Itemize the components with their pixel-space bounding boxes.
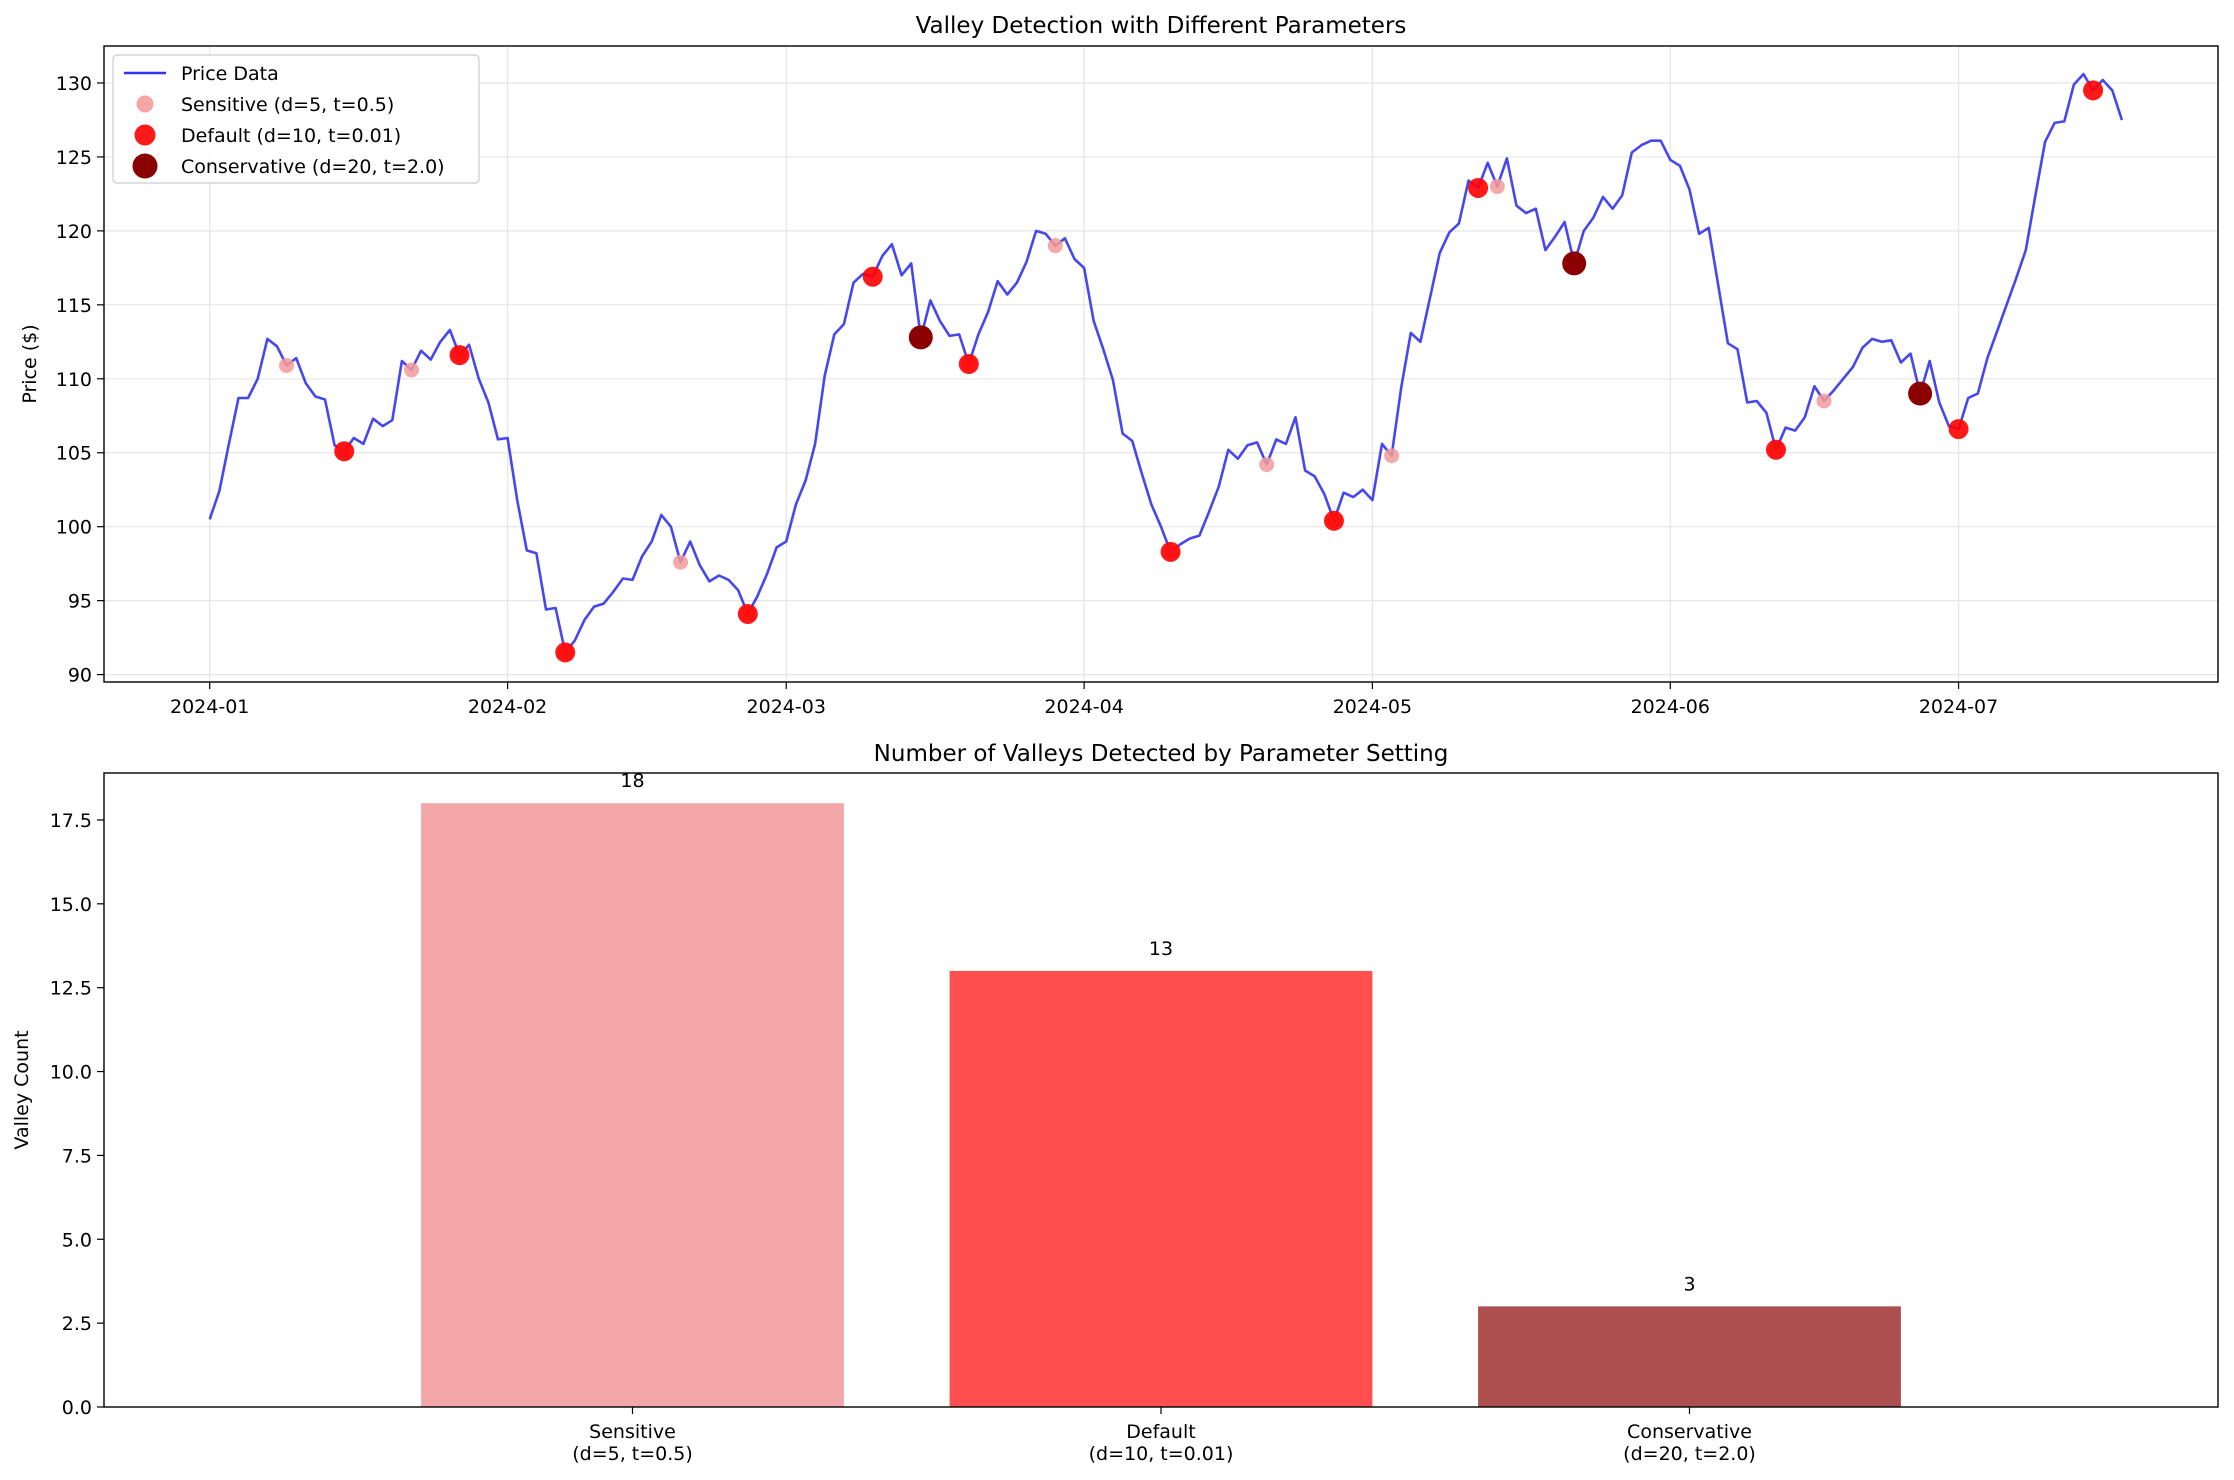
x-tick-label: Conservative bbox=[1627, 1421, 1752, 1443]
legend-label-conservative: Conservative (d=20, t=2.0) bbox=[181, 156, 445, 178]
valley-marker-default bbox=[2083, 80, 2104, 101]
y-tick-label: 110 bbox=[56, 369, 92, 391]
price-chart-y-ticks: 90 95 100 105 110 115 120 125 130 bbox=[56, 73, 104, 687]
y-tick-label: 105 bbox=[56, 443, 92, 465]
price-data-line bbox=[208, 72, 2124, 654]
valley-marker-sensitive bbox=[1816, 393, 1832, 409]
valley-marker-default bbox=[1160, 541, 1181, 562]
valley-marker-default bbox=[334, 441, 355, 462]
valley-marker-sensitive bbox=[673, 554, 689, 570]
valley-marker-conservative bbox=[1908, 381, 1933, 406]
valley-markers bbox=[279, 80, 2104, 663]
legend-label-price-data: Price Data bbox=[181, 63, 279, 85]
y-tick-label: 2.5 bbox=[62, 1313, 92, 1335]
legend-marker-default bbox=[134, 124, 156, 146]
valley-marker-default bbox=[1948, 419, 1969, 440]
valley-marker-sensitive bbox=[279, 357, 295, 373]
legend-label-sensitive: Sensitive (d=5, t=0.5) bbox=[181, 94, 394, 116]
valley-marker-sensitive bbox=[403, 362, 419, 378]
legend-item-sensitive: Sensitive (d=5, t=0.5) bbox=[136, 94, 394, 116]
x-tick-label: 2024-05 bbox=[1333, 696, 1412, 718]
legend-marker-sensitive bbox=[136, 95, 154, 113]
x-tick-label: (d=5, t=0.5) bbox=[572, 1443, 693, 1465]
y-tick-label: 5.0 bbox=[62, 1229, 92, 1251]
legend-marker-conservative bbox=[132, 153, 158, 179]
x-tick-label: 2024-07 bbox=[1919, 696, 1998, 718]
valley-count-frame bbox=[103, 772, 2219, 1408]
price-chart-title: Valley Detection with Different Paramete… bbox=[916, 13, 1407, 39]
valley-count-ylabel: Valley Count bbox=[11, 1030, 33, 1149]
valley-marker-sensitive bbox=[1489, 179, 1505, 195]
legend-box bbox=[112, 54, 480, 184]
legend-item-price-data: Price Data bbox=[124, 63, 279, 85]
y-tick-label: 125 bbox=[56, 147, 92, 169]
x-tick-label: (d=20, t=2.0) bbox=[1623, 1443, 1756, 1465]
y-tick-label: 130 bbox=[56, 73, 92, 95]
valley-marker-sensitive bbox=[1047, 238, 1063, 254]
valley-marker-default bbox=[449, 345, 470, 366]
bar-sensitive bbox=[421, 803, 844, 1407]
price-chart-x-ticks: 2024-01 2024-02 2024-03 2024-04 2024-05 2024-… bbox=[170, 682, 1998, 718]
valley-count-data-labels: 18 13 3 bbox=[620, 770, 1695, 1295]
y-tick-label: 7.5 bbox=[62, 1145, 92, 1167]
legend: Price Data Sensitive (d=5, t=0.5) Defaul… bbox=[112, 54, 480, 184]
legend-item-conservative: Conservative (d=20, t=2.0) bbox=[132, 153, 445, 179]
y-tick-label: 120 bbox=[56, 221, 92, 243]
valley-count-panel: Number of Valleys Detected by Parameter … bbox=[11, 741, 2219, 1465]
y-tick-label: 95 bbox=[68, 591, 92, 613]
bar-data-label: 3 bbox=[1683, 1273, 1695, 1295]
valley-marker-sensitive bbox=[1384, 448, 1400, 464]
x-tick-label: Sensitive bbox=[589, 1421, 676, 1443]
valley-marker-default bbox=[1765, 439, 1786, 460]
legend-label-default: Default (d=10, t=0.01) bbox=[181, 125, 401, 147]
legend-item-default: Default (d=10, t=0.01) bbox=[134, 124, 401, 147]
valley-marker-default bbox=[1323, 510, 1344, 531]
x-tick-label: (d=10, t=0.01) bbox=[1089, 1443, 1234, 1465]
y-tick-label: 115 bbox=[56, 295, 92, 317]
valley-marker-default bbox=[958, 354, 979, 374]
x-tick-label: 2024-03 bbox=[747, 696, 826, 718]
valley-marker-default bbox=[737, 603, 758, 624]
valley-marker-conservative bbox=[1562, 251, 1587, 276]
valley-count-title: Number of Valleys Detected by Parameter … bbox=[874, 741, 1449, 767]
valley-marker-default bbox=[862, 266, 883, 287]
x-tick-label: 2024-01 bbox=[170, 696, 249, 718]
valley-count-y-ticks: 0.0 2.5 5.0 7.5 10.0 12.5 15.0 17.5 bbox=[50, 810, 104, 1419]
valley-count-bars bbox=[421, 803, 1901, 1407]
bar-data-label: 18 bbox=[620, 770, 644, 792]
x-tick-label: 2024-02 bbox=[468, 696, 547, 718]
y-tick-label: 0.0 bbox=[62, 1397, 92, 1419]
valley-marker-sensitive bbox=[1259, 457, 1275, 473]
y-tick-label: 15.0 bbox=[50, 894, 92, 916]
y-tick-label: 10.0 bbox=[50, 1062, 92, 1084]
bar-default bbox=[949, 970, 1373, 1407]
y-tick-label: 90 bbox=[68, 665, 92, 687]
y-tick-label: 12.5 bbox=[50, 978, 92, 1000]
price-chart-ylabel: Price ($) bbox=[19, 324, 41, 403]
price-chart-panel: Valley Detection with Different Paramete… bbox=[19, 13, 2219, 718]
valley-marker-default bbox=[555, 642, 576, 663]
valley-count-x-ticks: Sensitive(d=5, t=0.5) Default(d=10, t=0.0… bbox=[572, 1407, 1756, 1465]
x-tick-label: 2024-06 bbox=[1631, 696, 1710, 718]
price-chart-frame bbox=[103, 45, 2219, 683]
valley-marker-default bbox=[1468, 177, 1489, 198]
bar-data-label: 13 bbox=[1149, 938, 1173, 960]
bar-conservative bbox=[1478, 1306, 1901, 1407]
y-tick-label: 100 bbox=[56, 517, 92, 539]
x-tick-label: 2024-04 bbox=[1044, 696, 1123, 718]
valley-marker-conservative bbox=[908, 325, 933, 350]
x-tick-label: Default bbox=[1126, 1421, 1195, 1443]
y-tick-label: 17.5 bbox=[50, 810, 92, 832]
price-chart-grid bbox=[104, 46, 2218, 682]
